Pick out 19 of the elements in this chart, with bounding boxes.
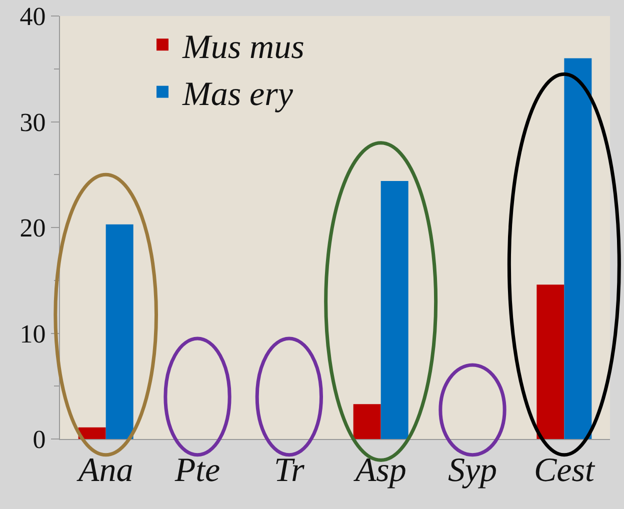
bar: [380, 180, 408, 439]
x-tick-label: Syp: [448, 452, 498, 489]
x-tick-label: Pte: [174, 452, 220, 489]
y-tick-label: 40: [20, 2, 46, 32]
bar: [78, 427, 106, 439]
y-tick-label: 30: [20, 108, 46, 137]
y-tick-label: 0: [32, 425, 46, 454]
x-tick-label: Asp: [353, 452, 406, 489]
y-tick-label: 10: [20, 319, 46, 348]
y-tick-label: 20: [20, 214, 46, 243]
bar: [564, 58, 592, 439]
x-tick-label: Ana: [76, 452, 134, 489]
x-tick-label: Cest: [534, 452, 596, 489]
bar: [106, 224, 134, 439]
legend-label: Mas ery: [182, 76, 294, 114]
bar: [536, 284, 564, 439]
legend-label: Mus mus: [182, 28, 304, 66]
bar: [353, 404, 381, 439]
x-tick-label: Tr: [274, 452, 306, 489]
